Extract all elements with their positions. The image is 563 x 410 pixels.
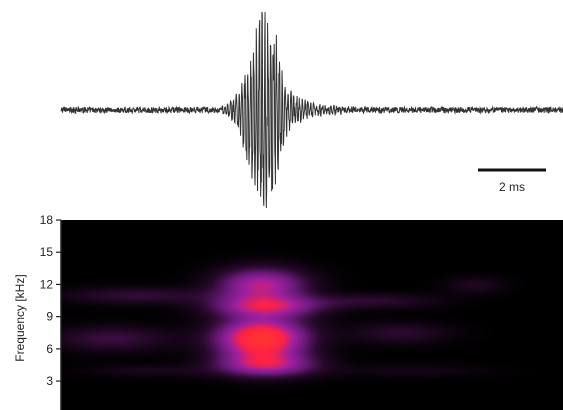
- spectrogram-image: [61, 220, 563, 410]
- y-axis-label: Frequency [kHz]: [13, 274, 27, 361]
- y-tick-label: 18: [40, 213, 54, 227]
- y-tick-label: 15: [40, 245, 54, 259]
- y-tick-label: 6: [46, 342, 53, 356]
- y-tick-label: 9: [46, 310, 53, 324]
- scale-bar-label: 2 ms: [499, 180, 525, 194]
- y-tick-group: 3 6 9 12 15 18: [40, 213, 61, 388]
- waveform-trace: [60, 11, 563, 209]
- y-tick-label: 12: [40, 277, 54, 291]
- waveform-panel: 2 ms: [60, 11, 563, 209]
- waveform-trace-group: [60, 11, 563, 209]
- y-tick-label: 3: [46, 374, 53, 388]
